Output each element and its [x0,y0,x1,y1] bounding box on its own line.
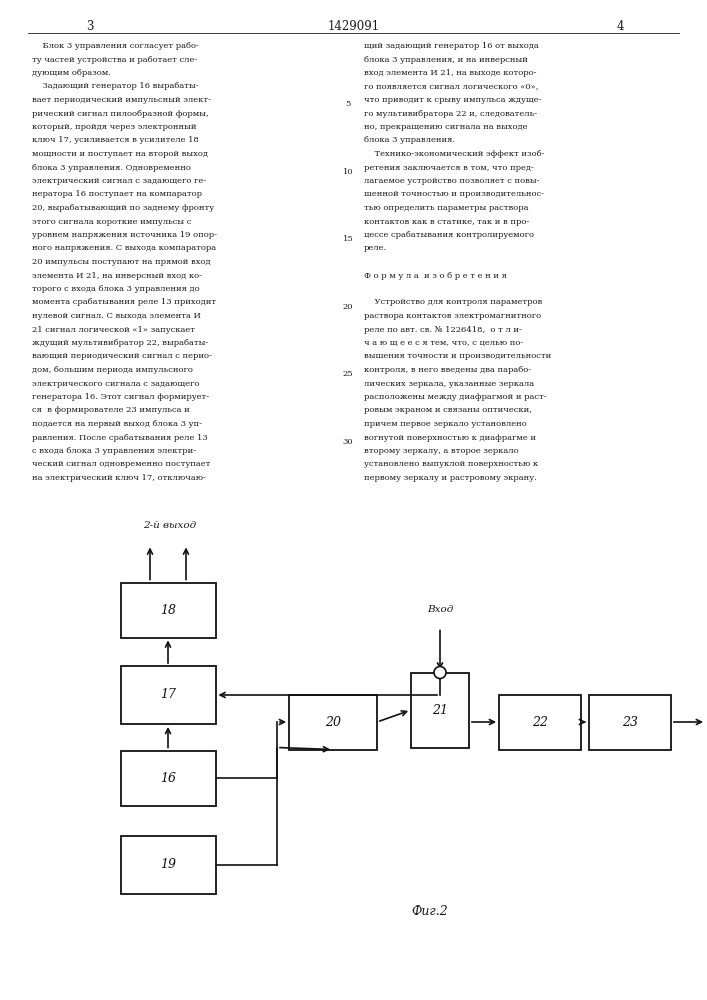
Bar [589,694,671,750]
Text: нулевой сигнал. С выхода элемента И: нулевой сигнал. С выхода элемента И [32,312,201,320]
Text: генератора 16. Этот сигнал формирует-: генератора 16. Этот сигнал формирует- [32,393,209,401]
Text: рический сигнал пилообразной формы,: рический сигнал пилообразной формы, [32,109,209,117]
Text: 18: 18 [160,603,176,616]
Text: расположены между диафрагмой и раст-: расположены между диафрагмой и раст- [364,393,547,401]
Text: вышения точности и производительности: вышения точности и производительности [364,353,551,360]
Text: ровым экраном и связаны оптически,: ровым экраном и связаны оптически, [364,406,532,414]
Text: элемента И 21, на инверсный вход ко-: элемента И 21, на инверсный вход ко- [32,271,202,279]
Text: щий задающий генератор 16 от выхода: щий задающий генератор 16 от выхода [364,42,539,50]
Text: 19: 19 [160,858,176,871]
Text: торого с входа блока 3 управления до: торого с входа блока 3 управления до [32,285,199,293]
Text: Задающий генератор 16 вырабаты-: Задающий генератор 16 вырабаты- [32,83,199,91]
Text: ческий сигнал одновременно поступает: ческий сигнал одновременно поступает [32,460,211,468]
Text: ного напряжения. С выхода компаратора: ного напряжения. С выхода компаратора [32,244,216,252]
Text: этого сигнала короткие импульсы с: этого сигнала короткие импульсы с [32,218,192,226]
Bar [120,836,216,894]
Text: 20: 20 [325,716,341,728]
Text: 17: 17 [160,688,176,702]
Text: дом, большим периода импульсного: дом, большим периода импульсного [32,366,193,374]
Text: дующим образом.: дующим образом. [32,69,111,77]
Bar [289,694,377,750]
Bar [120,666,216,724]
Text: но, прекращению сигнала на выходе: но, прекращению сигнала на выходе [364,123,527,131]
Text: 25: 25 [343,370,354,378]
Text: Вход: Вход [427,605,453,614]
Text: тью определить параметры раствора: тью определить параметры раствора [364,204,529,212]
Text: реле по авт. св. № 1226418,  о т л и-: реле по авт. св. № 1226418, о т л и- [364,326,522,334]
Text: цессе срабатывания контролируемого: цессе срабатывания контролируемого [364,231,534,239]
Text: причем первое зеркало установлено: причем первое зеркало установлено [364,420,527,428]
Text: шенной точностью и производительнос-: шенной точностью и производительнос- [364,190,544,198]
Text: контроля, в него введены два парабо-: контроля, в него введены два парабо- [364,366,531,374]
Text: Фиг.2: Фиг.2 [411,905,448,918]
Text: что приводит к срыву импульса ждуще-: что приводит к срыву импульса ждуще- [364,96,542,104]
Text: 16: 16 [160,772,176,784]
Text: блока 3 управления. Одновременно: блока 3 управления. Одновременно [32,163,191,172]
Text: 3: 3 [86,20,94,33]
Text: ждущий мультивибратор 22, вырабаты-: ждущий мультивибратор 22, вырабаты- [32,339,209,347]
Text: второму зеркалу, а второе зеркало: второму зеркалу, а второе зеркало [364,447,519,455]
Text: 10: 10 [343,168,354,176]
Text: реле.: реле. [364,244,387,252]
Text: 21: 21 [432,704,448,716]
Text: ся  в формирователе 23 импульса и: ся в формирователе 23 импульса и [32,406,189,414]
Text: ту частей устройства и работает сле-: ту частей устройства и работает сле- [32,55,197,64]
Text: 21 сигнал логической «1» запускает: 21 сигнал логической «1» запускает [32,326,195,334]
Text: на электрический ключ 17, отключаю-: на электрический ключ 17, отключаю- [32,474,206,482]
Text: 22: 22 [532,716,548,728]
Text: электрического сигнала с задающего: электрического сигнала с задающего [32,379,199,387]
Text: Технико-экономический эффект изоб-: Технико-экономический эффект изоб- [364,150,544,158]
Text: нератора 16 поступает на компаратор: нератора 16 поступает на компаратор [32,190,202,198]
Text: 15: 15 [343,235,354,243]
Text: равления. После срабатывания реле 13: равления. После срабатывания реле 13 [32,434,208,442]
Text: мощности и поступает на второй выход: мощности и поступает на второй выход [32,150,208,158]
Text: 5: 5 [345,100,351,108]
Text: 1429091: 1429091 [328,20,380,33]
Text: 20 импульсы поступают на прямой вход: 20 импульсы поступают на прямой вход [32,258,211,266]
Text: ч а ю щ е е с я тем, что, с целью по-: ч а ю щ е е с я тем, что, с целью по- [364,339,523,347]
Bar [411,672,469,748]
Text: Устройство для контроля параметров: Устройство для контроля параметров [364,298,542,306]
Text: 2-й выход: 2-й выход [144,522,197,530]
Text: вающий периодический сигнал с перио-: вающий периодический сигнал с перио- [32,353,212,360]
Text: го мультивибратора 22 и, следователь-: го мультивибратора 22 и, следователь- [364,109,537,117]
Text: блока 3 управления, и на инверсный: блока 3 управления, и на инверсный [364,55,528,64]
Text: уровнем напряжения источника 19 опор-: уровнем напряжения источника 19 опор- [32,231,217,239]
Text: электрический сигнал с задающего ге-: электрический сигнал с задающего ге- [32,177,206,185]
Text: который, пройдя через электронный: который, пройдя через электронный [32,123,197,131]
Text: Ф о р м у л а  и з о б р е т е н и я: Ф о р м у л а и з о б р е т е н и я [364,271,507,279]
Text: го появляется сигнал логического «0»,: го появляется сигнал логического «0», [364,83,538,91]
Text: вает периодический импульсный элект-: вает периодический импульсный элект- [32,96,211,104]
Text: 23: 23 [622,716,638,728]
Text: вход элемента И 21, на выходе которо-: вход элемента И 21, на выходе которо- [364,69,537,77]
Text: лагаемое устройство позволяет с повы-: лагаемое устройство позволяет с повы- [364,177,539,185]
Bar [120,750,216,806]
Text: 20: 20 [343,303,354,311]
Text: установлено выпуклой поверхностью к: установлено выпуклой поверхностью к [364,460,538,468]
Text: 20, вырабатывающий по заднему фронту: 20, вырабатывающий по заднему фронту [32,204,214,212]
Text: подается на первый выход блока 3 уп-: подается на первый выход блока 3 уп- [32,420,202,428]
Text: блока 3 управления.: блока 3 управления. [364,136,455,144]
Text: момента срабатывания реле 13 приходит: момента срабатывания реле 13 приходит [32,298,216,306]
Text: лических зеркала, указанные зеркала: лических зеркала, указанные зеркала [364,379,534,387]
Circle shape [434,666,446,678]
Text: контактов как в статике, так и в про-: контактов как в статике, так и в про- [364,218,530,226]
Text: 4: 4 [617,20,624,33]
Text: Блок 3 управления согласует рабо-: Блок 3 управления согласует рабо- [32,42,199,50]
Bar [120,582,216,638]
Text: вогнутой поверхностью к диафрагме и: вогнутой поверхностью к диафрагме и [364,434,536,442]
Text: 30: 30 [343,438,354,446]
Text: ключ 17, усиливается в усилителе 18: ключ 17, усиливается в усилителе 18 [32,136,199,144]
Bar [499,694,581,750]
Text: ретения заключается в том, что пред-: ретения заключается в том, что пред- [364,163,534,172]
Text: раствора контактов электромагнитного: раствора контактов электромагнитного [364,312,541,320]
Text: с входа блока 3 управления электри-: с входа блока 3 управления электри- [32,447,196,455]
Text: первому зеркалу и растровому экрану.: первому зеркалу и растровому экрану. [364,474,537,482]
